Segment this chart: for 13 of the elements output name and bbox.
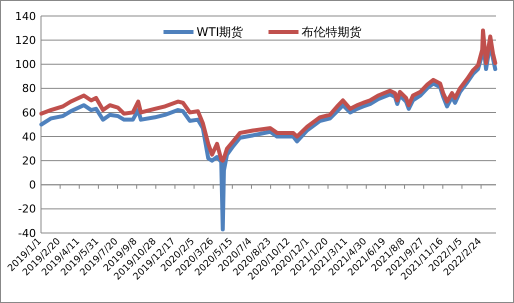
y-tick-label: 20	[22, 154, 36, 168]
line-series	[39, 28, 498, 163]
y-tick-label: 60	[22, 106, 36, 120]
y-tick-label: 40	[22, 130, 36, 144]
legend-label: WTI期货	[196, 25, 244, 40]
y-tick-label: 140	[15, 10, 36, 23]
legend-label: 布伦特期货	[302, 25, 362, 40]
y-tick-label: 80	[22, 82, 36, 96]
y-tick-label: 120	[15, 34, 36, 47]
y-tick-label: -20	[18, 202, 36, 216]
y-tick-label: 100	[15, 58, 36, 72]
y-tick-label: 0	[29, 178, 36, 192]
y-tick-label: -40	[18, 226, 36, 240]
